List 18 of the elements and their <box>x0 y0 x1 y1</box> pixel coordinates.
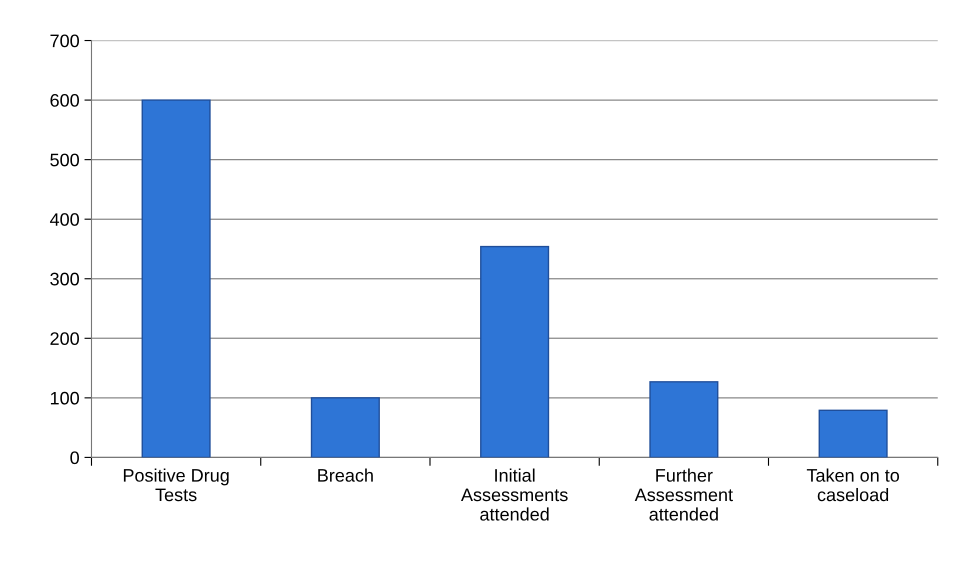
x-tick-label: Further Assessment attended <box>634 468 733 521</box>
y-tick-label: 100 <box>50 392 79 405</box>
y-tick-label: 300 <box>50 272 79 286</box>
y-tick-label: 200 <box>50 332 79 346</box>
x-tick-label: Positive Drug Tests <box>124 468 229 502</box>
x-tick-label: Initial Assessments attended <box>460 468 568 521</box>
x-tick-label: Breach <box>318 468 373 482</box>
y-tick-label: 400 <box>50 213 79 226</box>
bar <box>818 410 888 458</box>
x-tick-label: Taken on to caseload <box>806 468 900 502</box>
bar <box>480 246 550 458</box>
bar <box>310 397 380 458</box>
bar <box>649 381 718 458</box>
y-tick-label: 500 <box>50 154 79 166</box>
y-tick-label: 0 <box>70 451 79 464</box>
y-tick-label: 700 <box>50 34 79 48</box>
y-tick-label: 600 <box>50 94 79 107</box>
bar <box>142 99 211 458</box>
